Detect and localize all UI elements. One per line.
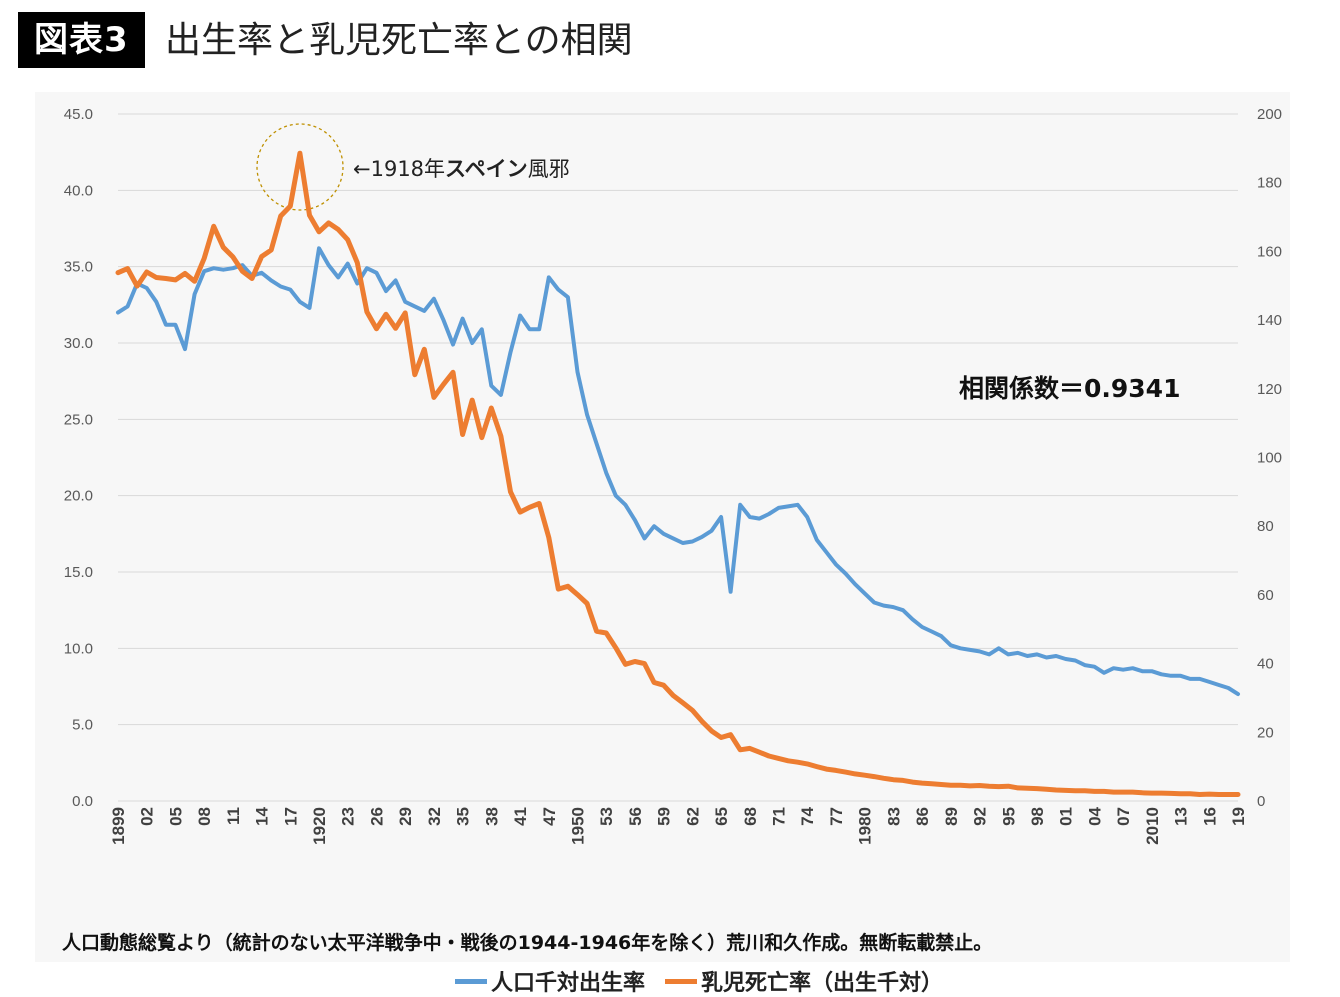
x-axis-tick-label: 71 [770, 807, 789, 826]
legend-label-birth-rate: 人口千対出生率 [491, 971, 646, 996]
legend: 人口千対出生率 乳児死亡率（出生千対） [455, 966, 943, 996]
right-axis-ticks: 0 20 40 60 80 100 120 140 160 180 200 [1257, 106, 1282, 810]
x-axis-tick-label: 74 [798, 806, 817, 825]
x-axis-tick-label: 92 [971, 807, 990, 826]
x-axis-tick-label: 77 [827, 807, 846, 826]
x-axis-tick-label: 68 [741, 807, 760, 826]
right-axis-tick-label: 80 [1257, 518, 1274, 535]
infant-mortality-line [115, 150, 1241, 797]
x-axis-tick-label: 01 [1057, 807, 1076, 826]
spanish-flu-annotation-bold: スペイン [445, 157, 528, 181]
x-axis-tick-label: 04 [1085, 806, 1104, 825]
x-axis-tick-label: 1920 [310, 807, 329, 845]
legend-item-infant-mortality: 乳児死亡率（出生千対） [665, 965, 943, 997]
x-axis-tick-label: 1980 [856, 807, 875, 845]
spanish-flu-highlight-circle [256, 123, 344, 211]
x-axis-tick-label: 86 [913, 807, 932, 826]
x-axis-tick-label: 26 [367, 807, 386, 826]
right-axis-tick-label: 200 [1257, 106, 1282, 123]
x-axis-tick-label: 32 [425, 807, 444, 826]
x-axis-tick-label: 53 [597, 807, 616, 826]
series-lines [115, 150, 1241, 797]
x-axis-tick-label: 16 [1200, 807, 1219, 826]
x-axis-tick-label: 11 [224, 807, 243, 825]
x-axis-tick-label: 07 [1114, 807, 1133, 826]
line-chart: 0.0 5.0 10.0 15.0 20.0 25.0 30.0 35.0 40.0 45.0 0… [64, 106, 1282, 845]
chart-title: 出生率と乳児死亡率との相関 [165, 20, 633, 61]
right-axis-tick-label: 0 [1257, 793, 1265, 810]
left-axis-tick-label: 20.0 [64, 488, 93, 505]
legend-label-infant-mortality: 乳児死亡率（出生千対） [701, 971, 944, 996]
spanish-flu-annotation-arrow: ←1918年 [353, 157, 445, 181]
right-axis-tick-label: 100 [1257, 450, 1282, 467]
legend-swatch-birth-rate [455, 978, 487, 984]
right-axis-tick-label: 160 [1257, 243, 1282, 260]
birth-rate-line [116, 246, 1240, 697]
x-axis-tick-label: 56 [626, 807, 645, 826]
legend-swatch-infant-mortality [665, 978, 698, 984]
legend-item-birth-rate: 人口千対出生率 [455, 965, 645, 997]
right-axis-tick-label: 140 [1257, 312, 1282, 329]
left-axis-ticks: 0.0 5.0 10.0 15.0 20.0 25.0 30.0 35.0 40.0 45.0 [64, 106, 93, 810]
x-axis-tick-label: 47 [540, 807, 559, 826]
x-axis-tick-label: 29 [396, 807, 415, 826]
x-axis-tick-label: 1899 [109, 807, 128, 845]
x-axis-tick-label: 35 [454, 807, 473, 826]
x-axis-tick-label: 02 [138, 807, 157, 826]
left-axis-tick-label: 45.0 [64, 106, 93, 123]
left-axis-tick-label: 0.0 [72, 793, 93, 810]
x-axis-tick-label: 89 [942, 807, 961, 826]
x-axis-tick-label: 41 [511, 807, 530, 826]
chart-panel: 0.0 5.0 10.0 15.0 20.0 25.0 30.0 35.0 40.0 45.0 0… [35, 92, 1290, 996]
right-axis-tick-label: 20 [1257, 724, 1274, 741]
right-axis-tick-label: 180 [1257, 175, 1282, 192]
x-axis-tick-label: 65 [712, 807, 731, 826]
x-axis-tick-label: 05 [166, 807, 185, 826]
spanish-flu-annotation: ←1918年スペイン風邪 [353, 157, 570, 181]
correlation-annotation: 相関係数＝0.9341 [959, 374, 1180, 403]
gridlines [118, 113, 1238, 802]
right-axis-tick-label: 40 [1257, 656, 1274, 673]
x-axis-tick-label: 62 [683, 807, 702, 826]
right-axis-tick-label: 120 [1257, 381, 1282, 398]
left-axis-tick-label: 25.0 [64, 411, 93, 428]
x-axis-tick-label: 23 [339, 807, 358, 826]
x-axis-tick-label: 95 [999, 807, 1018, 826]
x-axis-tick-label: 38 [482, 807, 501, 826]
left-axis-tick-label: 35.0 [64, 259, 93, 276]
left-axis-tick-label: 5.0 [72, 717, 93, 734]
x-axis-ticks: 1899 02 05 08 11 14 17 1920 23 26 29 32 35 38 41 47 1950… [109, 806, 1248, 844]
x-axis-tick-label: 17 [281, 807, 300, 826]
left-axis-tick-label: 10.0 [64, 640, 93, 657]
x-axis-tick-label: 59 [655, 807, 674, 826]
spanish-flu-annotation-tail: 風邪 [528, 157, 570, 181]
x-axis-tick-label: 98 [1028, 807, 1047, 826]
left-axis-tick-label: 15.0 [64, 564, 93, 581]
x-axis-tick-label: 14 [253, 806, 272, 825]
right-axis-tick-label: 60 [1257, 587, 1274, 604]
x-axis-tick-label: 1950 [568, 807, 587, 845]
left-axis-tick-label: 40.0 [64, 182, 93, 199]
x-axis-tick-label: 08 [195, 807, 214, 826]
x-axis-tick-label: 2010 [1143, 807, 1162, 845]
x-axis-tick-label: 83 [884, 807, 903, 826]
x-axis-tick-label: 19 [1229, 807, 1248, 826]
left-axis-tick-label: 30.0 [64, 335, 93, 352]
figure-label: 図表3 [18, 12, 145, 68]
x-axis-tick-label: 13 [1172, 807, 1191, 826]
source-note: 人口動態総覧より（統計のない太平洋戦争中・戦後の1944-1946年を除く）荒川… [62, 932, 993, 954]
